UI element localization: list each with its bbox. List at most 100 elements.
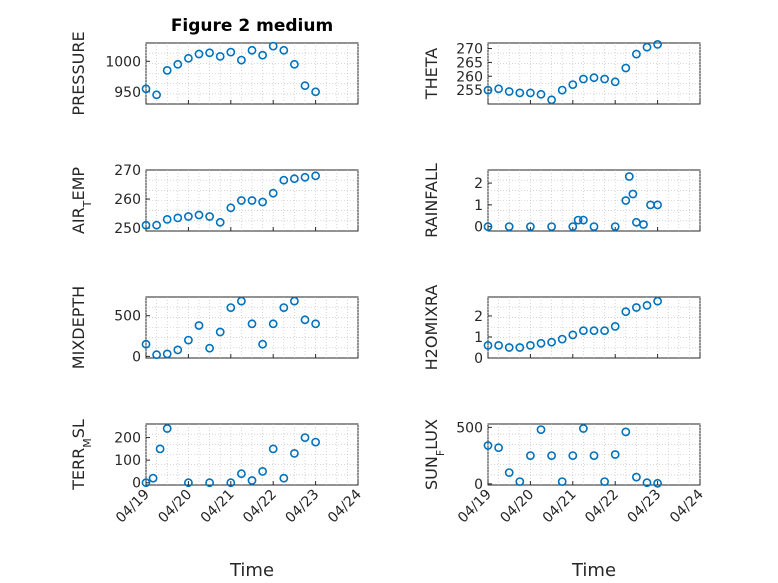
y-tick-label: 0 bbox=[132, 349, 141, 365]
data-point bbox=[279, 473, 289, 483]
data-point bbox=[483, 222, 493, 231]
data-point bbox=[579, 424, 588, 433]
y-tick-label: 260 bbox=[114, 192, 141, 208]
data-point bbox=[289, 448, 299, 458]
data-point bbox=[236, 55, 246, 65]
x-tick-label: 04/24 bbox=[667, 486, 707, 526]
data-point bbox=[557, 477, 567, 486]
y-tick-label: 1 bbox=[474, 330, 483, 346]
data-point bbox=[162, 66, 172, 75]
data-point bbox=[268, 319, 278, 329]
data-point bbox=[568, 222, 578, 231]
data-point bbox=[653, 40, 662, 49]
data-point bbox=[600, 326, 609, 336]
x-tick-label: 04/19 bbox=[113, 487, 153, 527]
data-point bbox=[610, 321, 620, 331]
y-tick-label: 265 bbox=[456, 55, 483, 71]
subplot-terr-msl: 0 100 200 04/19 04/20 04/21 04/22 04/23 04/24 Tim… bbox=[69, 419, 365, 581]
data-point bbox=[205, 343, 214, 353]
y-tick-label: 0 bbox=[474, 351, 483, 367]
data-point bbox=[173, 345, 183, 355]
data-point bbox=[653, 478, 662, 488]
data-point bbox=[639, 220, 648, 229]
subplot-rainfall: 0 1 2 RAINFALL bbox=[422, 163, 701, 238]
data-point bbox=[300, 172, 310, 182]
data-point bbox=[268, 444, 278, 454]
data-point bbox=[557, 334, 567, 344]
subplot-mixdepth: 0 500 MIXDEPTH bbox=[69, 286, 359, 369]
data-point bbox=[226, 478, 236, 488]
y-tick-label: 100 bbox=[114, 453, 141, 469]
data-point bbox=[247, 45, 257, 55]
data-point bbox=[148, 473, 158, 483]
data-point bbox=[628, 189, 638, 199]
y-tick-label: 0 bbox=[474, 220, 483, 236]
data-point bbox=[311, 437, 320, 447]
data-point bbox=[247, 196, 257, 205]
data-point bbox=[610, 222, 620, 231]
data-point bbox=[557, 85, 567, 95]
data-point bbox=[526, 222, 535, 231]
data-point bbox=[568, 451, 578, 460]
data-point bbox=[183, 335, 193, 345]
data-point bbox=[152, 350, 161, 360]
data-point bbox=[268, 41, 278, 51]
data-point bbox=[642, 42, 652, 52]
y-tick-label: 0 bbox=[132, 476, 141, 492]
data-point bbox=[589, 73, 599, 83]
data-point bbox=[141, 84, 151, 94]
subplot-pressure: 950 1000 PRESSURE bbox=[69, 31, 359, 116]
y-tick-label: 260 bbox=[456, 69, 483, 85]
data-point bbox=[589, 222, 599, 231]
data-point bbox=[579, 326, 588, 336]
data-point bbox=[173, 59, 183, 69]
data-point bbox=[141, 478, 151, 488]
data-point bbox=[215, 217, 225, 227]
data-point bbox=[289, 296, 299, 306]
data-point bbox=[152, 220, 161, 230]
data-point bbox=[526, 451, 535, 460]
data-point bbox=[579, 74, 588, 84]
data-point bbox=[494, 84, 503, 94]
data-point bbox=[653, 296, 662, 306]
data-point bbox=[268, 188, 278, 198]
data-point bbox=[568, 80, 578, 89]
data-point bbox=[300, 433, 310, 442]
data-point bbox=[205, 478, 214, 488]
data-point bbox=[162, 214, 172, 224]
data-point bbox=[504, 343, 514, 352]
data-point bbox=[205, 212, 214, 221]
data-point bbox=[621, 427, 631, 437]
data-point bbox=[536, 338, 546, 348]
data-point bbox=[300, 81, 310, 91]
x-tick-label: 04/22 bbox=[582, 487, 622, 527]
data-point bbox=[483, 441, 493, 450]
data-point bbox=[504, 468, 514, 477]
data-point bbox=[504, 222, 514, 231]
data-point bbox=[311, 171, 320, 181]
data-point bbox=[141, 339, 151, 349]
data-point bbox=[194, 321, 204, 330]
data-point bbox=[183, 478, 193, 488]
x-tick-label: 04/21 bbox=[198, 487, 238, 527]
data-point bbox=[289, 59, 299, 69]
y-axis-label: RAINFALL bbox=[422, 163, 441, 238]
y-axis-label: MIXDEPTH bbox=[69, 286, 88, 369]
data-point bbox=[568, 330, 578, 340]
y-tick-label: 270 bbox=[114, 163, 141, 179]
data-point bbox=[483, 340, 493, 350]
y-axis-label: THETA bbox=[422, 48, 441, 100]
y-tick-label: 1000 bbox=[105, 54, 141, 70]
y-tick-label: 270 bbox=[456, 42, 483, 58]
data-point bbox=[494, 340, 503, 350]
y-tick-label: 255 bbox=[456, 83, 483, 99]
data-point bbox=[642, 300, 652, 310]
data-point bbox=[236, 296, 246, 306]
data-point bbox=[632, 49, 641, 59]
data-point bbox=[547, 95, 556, 105]
data-point bbox=[205, 48, 214, 58]
y-tick-label: 500 bbox=[456, 420, 483, 436]
data-point bbox=[258, 50, 267, 60]
